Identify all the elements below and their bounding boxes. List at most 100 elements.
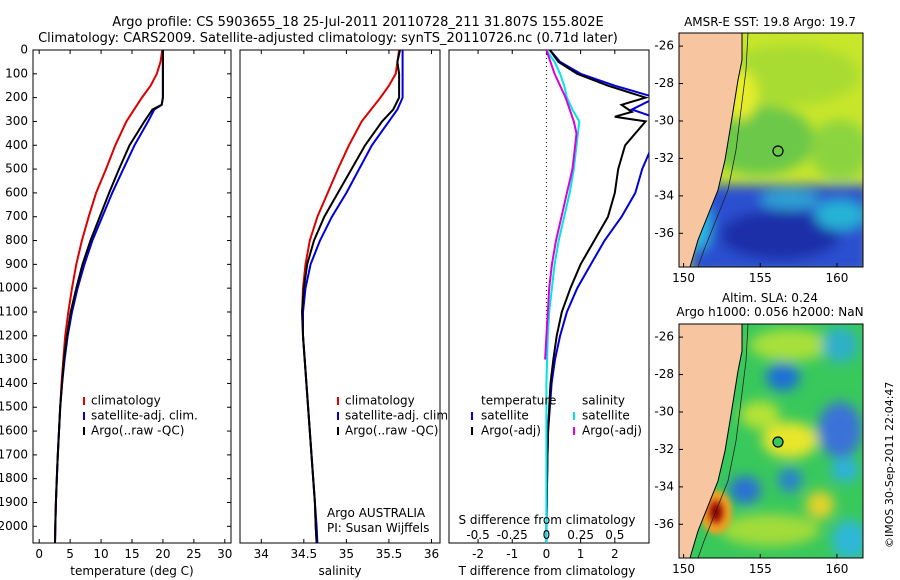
depth-tick-label: 1300 <box>0 352 28 366</box>
depth-tick-label: 600 <box>5 185 28 199</box>
t-difference-xlabel: T difference from climatology <box>458 564 636 578</box>
temperature-difference-line-argo-adj- <box>545 50 649 543</box>
temperature-tick-label: 5 <box>66 547 74 561</box>
t-difference-tick-label: -1 <box>506 547 518 561</box>
salinity-difference-line-satellite <box>545 50 581 543</box>
sst-coastline <box>679 33 743 267</box>
map-lat-tick-label: -36 <box>654 226 674 240</box>
legend-label-t-satellite: satellite <box>481 409 529 423</box>
map-lon-tick-label: 155 <box>749 562 772 576</box>
imos-credit: ©IMOS 30-Sep-2011 22:04:47 <box>883 382 896 548</box>
annotation-argo-australia: Argo AUSTRALIA <box>327 506 426 520</box>
temperature-tick-label: 10 <box>93 547 108 561</box>
sla-map-title1: Altim. SLA: 0.24 <box>722 291 818 305</box>
map-lon-tick-label: 160 <box>825 271 848 285</box>
temperature-tick-label: 20 <box>155 547 170 561</box>
legend-label-satellite: satellite-adj. clim. <box>345 409 452 423</box>
annotation-pi: PI: Susan Wijffels <box>327 521 429 535</box>
map-lon-tick-label: 150 <box>672 271 695 285</box>
depth-tick-label: 100 <box>5 66 28 80</box>
sla-map-frame <box>678 323 864 559</box>
s-difference-xlabel: S difference from climatology <box>459 513 636 527</box>
map-lon-tick-label: 155 <box>749 271 772 285</box>
salinity-panel: 34 34.5 35 35.5 36 salinity climatology sate… <box>239 49 452 578</box>
t-difference-tick-label: -2 <box>472 547 484 561</box>
temperature-tick-label: 30 <box>217 547 232 561</box>
sla-isobath <box>697 324 749 558</box>
map-lat-tick-label: -34 <box>654 479 674 493</box>
map-lat-tick-label: -28 <box>654 76 674 90</box>
sst-heatmap <box>679 33 863 267</box>
temperature-xlabel: temperature (deg C) <box>70 564 193 578</box>
depth-tick-label: 1800 <box>0 471 28 485</box>
map-lat-tick-label: -26 <box>654 39 674 53</box>
temperature-line-argo-raw-qc- <box>54 50 164 544</box>
depth-tick-label: 1700 <box>0 447 28 461</box>
difference-panel: -2 -1 0 1 2 T difference from climatology S … <box>448 49 650 578</box>
sst-isobath <box>697 33 749 267</box>
map-lat-tick-label: -32 <box>654 151 674 165</box>
depth-tick-label: 1200 <box>0 328 28 342</box>
header-line1: Argo profile: CS 5903655_18 25-Jul-2011 … <box>112 15 603 30</box>
sla-map-title2: Argo h1000: 0.056 h2000: NaN <box>676 305 863 319</box>
t-difference-tick-label: 0 <box>543 547 551 561</box>
depth-tick-label: 700 <box>5 209 28 223</box>
legend-label-argo: Argo(..raw -QC) <box>345 424 438 438</box>
salinity-legend: climatology satellite-adj. clim. Argo(..… <box>337 394 452 438</box>
salinity-line-argo-raw-qc- <box>301 49 401 544</box>
sst-argo-marker <box>772 145 784 157</box>
header-line2: Climatology: CARS2009. Satellite-adjuste… <box>38 31 618 46</box>
depth-tick-label: 1100 <box>0 304 28 318</box>
depth-tick-label: 1500 <box>0 400 28 414</box>
depth-tick-label: 200 <box>5 90 28 104</box>
depth-tick-label: 0 <box>20 43 28 57</box>
sla-coastline <box>679 324 743 558</box>
map-lat-tick-label: -32 <box>654 442 674 456</box>
s-difference-tick-label: 0.5 <box>605 528 624 542</box>
s-difference-tick-label: -0.25 <box>497 528 528 542</box>
salinity-difference-line-argo-adj- <box>544 50 578 360</box>
legend-label-climatology: climatology <box>91 394 161 408</box>
salinity-xlabel: salinity <box>318 564 361 578</box>
legend-title-temperature: temperature <box>481 394 556 408</box>
salinity-tick-label: 35.5 <box>376 547 403 561</box>
salinity-tick-label: 36 <box>424 547 439 561</box>
map-lat-tick-label: -30 <box>654 404 674 418</box>
legend-label-satellite: satellite-adj. clim. <box>91 409 198 423</box>
legend-label-climatology: climatology <box>345 394 415 408</box>
depth-tick-label: 300 <box>5 114 28 128</box>
s-difference-tick-label: 0 <box>543 528 551 542</box>
sst-map-panel: AMSR-E SST: 19.8 Argo: 19.7 <box>654 15 864 285</box>
map-lat-tick-label: -28 <box>654 367 674 381</box>
depth-tick-label: 900 <box>5 257 28 271</box>
depth-tick-label: 2000 <box>0 519 28 533</box>
difference-legend: temperature satellite Argo(-adj) salinit… <box>471 394 642 438</box>
map-lat-tick-label: -26 <box>654 330 674 344</box>
legend-label-s-satellite: satellite <box>582 409 630 423</box>
map-lon-tick-label: 160 <box>825 562 848 576</box>
depth-tick-label: 1900 <box>0 495 28 509</box>
sst-map-title: AMSR-E SST: 19.8 Argo: 19.7 <box>684 15 856 29</box>
temperature-axes-frame <box>32 49 232 544</box>
sla-heatmap <box>679 324 863 558</box>
temperature-tick-label: 25 <box>186 547 201 561</box>
map-lat-tick-label: -36 <box>654 517 674 531</box>
legend-label-argo: Argo(..raw -QC) <box>91 424 184 438</box>
salinity-axes-frame <box>239 49 441 544</box>
s-difference-tick-label: 0.25 <box>567 528 594 542</box>
depth-tick-label: 1400 <box>0 376 28 390</box>
s-difference-tick-label: -0.5 <box>466 528 489 542</box>
legend-label-s-argo: Argo(-adj) <box>582 424 642 438</box>
depth-tick-label: 1600 <box>0 424 28 438</box>
depth-tick-label: 500 <box>5 162 28 176</box>
t-difference-tick-label: 1 <box>577 547 585 561</box>
temperature-tick-label: 0 <box>35 547 43 561</box>
temperature-legend: climatology satellite-adj. clim. Argo(..… <box>83 394 198 438</box>
salinity-tick-label: 34.5 <box>290 547 317 561</box>
map-lat-tick-label: -30 <box>654 113 674 127</box>
depth-tick-label: 1000 <box>0 281 28 295</box>
temperature-panel: 0100200300400500600700800900100011001200… <box>0 43 649 578</box>
sla-map-panel: Altim. SLA: 0.24 Argo h1000: 0.056 h2000… <box>654 291 864 576</box>
salinity-tick-label: 34 <box>254 547 269 561</box>
